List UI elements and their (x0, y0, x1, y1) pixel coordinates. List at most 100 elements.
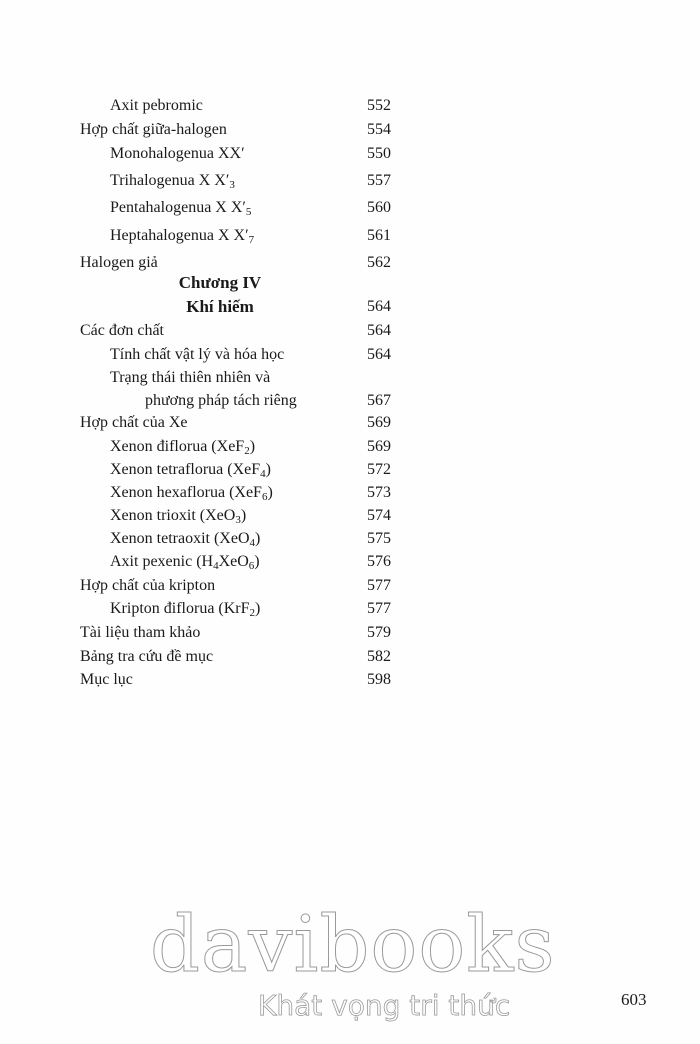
entry-page-number: 552 (367, 97, 391, 114)
page-number: 603 (621, 990, 647, 1009)
entry-title: Halogen giả (80, 252, 158, 274)
entry-text: Bảng tra cứu đề mục (80, 648, 214, 665)
entry-text: Hợp chất của kripton (80, 577, 216, 594)
toc-entry: Xenon tetraflorua (XeF4) 572 (0, 459, 400, 481)
entry-page-number: 576 (367, 553, 391, 570)
entry-text: Axit pebromic (110, 97, 203, 114)
entry-page-number: 579 (367, 624, 391, 641)
entry-title: Hợp chất của kripton (80, 575, 215, 597)
entry-text: Trihalogenua X X′ (110, 172, 230, 189)
entry-text: Tài liệu tham khảo (80, 624, 201, 641)
entry-title: Hợp chất giữa-halogen (80, 119, 227, 141)
entry-title: Kripton điflorua (KrF2) (110, 598, 260, 620)
entry-text: ) (265, 461, 271, 478)
entry-text: ) (255, 600, 261, 617)
entry-title: Xenon tetraflorua (XeF4) (110, 459, 271, 481)
entry-text: Xenon điflorua (XeF (110, 438, 245, 455)
subscript: 2 (249, 607, 256, 619)
entry-text: ) (255, 530, 261, 547)
entry-text: ) (240, 507, 247, 524)
entry-title: Bảng tra cứu đề mục (80, 646, 213, 668)
entry-title: Tính chất vật lý và hóa học (110, 344, 284, 366)
entry-text: Halogen giả (80, 254, 158, 271)
toc-entry: Trihalogenua X X′3 557 (0, 170, 400, 192)
entry-text: ) (249, 438, 256, 455)
toc-entry: Xenon hexaflorua (XeF6) 573 (0, 482, 400, 504)
entry-page-number: 569 (367, 438, 391, 455)
entry-title: Xenon trioxit (XeO3) (110, 505, 246, 527)
entry-text: Mục lục (80, 671, 133, 688)
entry-page-number: 557 (367, 172, 391, 189)
entry-text: phương pháp tách riêng (145, 392, 297, 409)
toc-entry: Axit pebromic 552 (0, 95, 400, 117)
entry-text: Tính chất vật lý và hóa học (110, 346, 285, 363)
entry-title: phương pháp tách riêng (145, 390, 297, 412)
entry-page-number: 582 (367, 648, 391, 665)
entry-page-number: 564 (367, 298, 391, 315)
toc-entry: Các đơn chất 564 (0, 320, 400, 342)
entry-text: Chương IV (178, 273, 262, 292)
entry-text: Khí hiếm (186, 297, 254, 316)
entry-text: Xenon tetraflorua (XeF (110, 461, 261, 478)
entry-page-number: 550 (367, 145, 391, 162)
entry-page-number: 562 (367, 254, 391, 271)
entry-title: Heptahalogenua X X′7 (110, 225, 254, 247)
entry-title: Trạng thái thiên nhiên và (110, 367, 270, 389)
watermark-slogan: Khát vọng tri thức (258, 989, 511, 1023)
entry-page-number: 554 (367, 121, 391, 138)
toc-entry: Trạng thái thiên nhiên và (0, 367, 400, 389)
subscript: 4 (213, 560, 219, 572)
entry-title: Axit pexenic (H4XeO6) (110, 551, 260, 573)
watermark-logo: davibooks Khát vọng tri thức (150, 905, 556, 1023)
toc-entry: Mục lục 598 (0, 669, 400, 691)
entry-text: XeO (218, 553, 249, 570)
toc-entry: Heptahalogenua X X′7 561 (0, 225, 400, 247)
entry-page-number: 564 (367, 322, 391, 339)
toc-entry: Hợp chất của Xe 569 (0, 412, 400, 434)
toc-entry: Tài liệu tham khảo 579 (0, 622, 400, 644)
entry-text: ) (267, 484, 273, 501)
entry-title: Các đơn chất (80, 320, 164, 342)
entry-text: Hợp chất giữa-halogen (80, 121, 227, 138)
entry-title: Hợp chất của Xe (80, 412, 188, 434)
entry-page-number: 575 (367, 530, 391, 547)
entry-text: Xenon hexaflorua (XeF (110, 484, 262, 501)
toc-entry: Xenon điflorua (XeF2) 569 (0, 436, 400, 458)
entry-page-number: 567 (367, 392, 391, 409)
entry-page-number: 598 (367, 671, 391, 688)
entry-text: Pentahalogenua X X′ (110, 199, 246, 216)
toc-entry: Hợp chất giữa-halogen 554 (0, 119, 400, 141)
entry-title: Xenon điflorua (XeF2) (110, 436, 255, 458)
entry-text: Axit pexenic (H (110, 553, 214, 570)
entry-title: Trihalogenua X X′3 (110, 170, 235, 192)
subscript: 5 (245, 206, 252, 218)
entry-text: ) (254, 553, 260, 570)
subscript: 4 (260, 468, 266, 480)
entry-text: Xenon tetraoxit (XeO (110, 530, 250, 547)
subscript: 6 (261, 491, 268, 503)
entry-title: Xenon hexaflorua (XeF6) (110, 482, 273, 504)
entry-text: Các đơn chất (80, 322, 164, 339)
chapter-heading: Chương IV (0, 272, 400, 294)
toc-entry: Monohalogenua XX′ 550 (0, 143, 400, 165)
entry-page-number: 573 (367, 484, 391, 501)
toc-entry: Bảng tra cứu đề mục 582 (0, 646, 400, 668)
toc-entry: Axit pexenic (H4XeO6) 576 (0, 551, 400, 573)
toc-entry: Kripton điflorua (KrF2) 577 (0, 598, 400, 620)
entry-page-number: 577 (367, 600, 391, 617)
entry-title: Mục lục (80, 669, 133, 691)
entry-text: Monohalogenua XX′ (110, 145, 245, 162)
entry-text: Trạng thái thiên nhiên và (110, 369, 271, 386)
toc-entry: Hợp chất của kripton 577 (0, 575, 400, 597)
entry-page-number: 561 (367, 227, 391, 244)
entry-page-number: 564 (367, 346, 391, 363)
subscript: 6 (248, 560, 255, 572)
subscript: 3 (229, 179, 235, 191)
entry-page-number: 574 (367, 507, 391, 524)
chapter-heading: Khí hiếm 564 (0, 296, 400, 318)
subscript: 7 (248, 234, 255, 246)
entry-page-number: 560 (367, 199, 391, 216)
toc-entry: Xenon trioxit (XeO3) 574 (0, 505, 400, 527)
entry-title: Tài liệu tham khảo (80, 622, 200, 644)
toc-entry: Halogen giả 562 (0, 252, 400, 274)
